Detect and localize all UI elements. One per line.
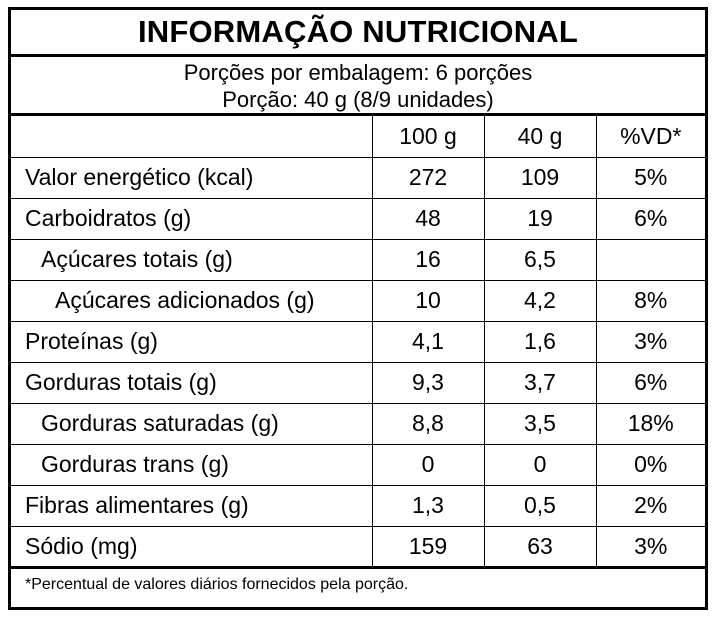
value-per-portion: 109 — [484, 157, 597, 199]
value-per-100g: 1,3 — [372, 485, 485, 527]
value-per-100g: 8,8 — [372, 403, 485, 445]
nutrition-title: INFORMAÇÃO NUTRICIONAL — [11, 10, 705, 57]
value-per-portion: 1,6 — [484, 321, 597, 363]
value-per-portion: 3,5 — [484, 403, 597, 445]
header-nutrient — [11, 116, 373, 158]
footnote: *Percentual de valores diários fornecido… — [25, 575, 409, 593]
value-per-portion: 19 — [484, 198, 597, 240]
table-row: Açúcares totais (g) 16 6,5 — [11, 239, 705, 281]
value-daily-percent — [596, 239, 705, 281]
value-per-portion: 63 — [484, 526, 597, 569]
value-per-portion: 6,5 — [484, 239, 597, 281]
header-row: 100 g 40 g %VD* — [11, 116, 705, 158]
table-row: Gorduras saturadas (g) 8,8 3,5 18% — [11, 403, 705, 445]
nutrition-table: 100 g 40 g %VD* Valor energético (kcal) … — [11, 116, 705, 569]
table-row: Carboidratos (g) 48 19 6% — [11, 198, 705, 240]
nutrient-label: Carboidratos (g) — [11, 198, 373, 240]
value-daily-percent: 3% — [596, 321, 705, 363]
nutrient-label: Sódio (mg) — [11, 526, 373, 569]
table-row: Fibras alimentares (g) 1,3 0,5 2% — [11, 485, 705, 527]
value-per-100g: 4,1 — [372, 321, 485, 363]
nutrient-label: Gorduras saturadas (g) — [11, 403, 373, 445]
nutrient-label: Gorduras totais (g) — [11, 362, 373, 404]
value-daily-percent: 2% — [596, 485, 705, 527]
value-per-portion: 0,5 — [484, 485, 597, 527]
portion-size: Porção: 40 g (8/9 unidades) — [222, 87, 494, 112]
value-daily-percent: 8% — [596, 280, 705, 322]
value-per-portion: 4,2 — [484, 280, 597, 322]
value-daily-percent: 18% — [596, 403, 705, 445]
nutrient-label: Gorduras trans (g) — [11, 444, 373, 486]
value-per-100g: 10 — [372, 280, 485, 322]
nutrient-label: Açúcares totais (g) — [11, 239, 373, 281]
serving-info: Porções por embalagem: 6 porções Porção:… — [11, 57, 705, 116]
table-row: Açúcares adicionados (g) 10 4,2 8% — [11, 280, 705, 322]
value-per-100g: 9,3 — [372, 362, 485, 404]
value-per-portion: 0 — [484, 444, 597, 486]
value-daily-percent: 0% — [596, 444, 705, 486]
value-per-100g: 48 — [372, 198, 485, 240]
value-per-100g: 159 — [372, 526, 485, 569]
nutrient-label: Valor energético (kcal) — [11, 157, 373, 199]
header-per-portion: 40 g — [484, 116, 597, 158]
table-row: Valor energético (kcal) 272 109 5% — [11, 157, 705, 199]
value-daily-percent: 6% — [596, 198, 705, 240]
value-per-100g: 272 — [372, 157, 485, 199]
value-daily-percent: 3% — [596, 526, 705, 569]
value-per-portion: 3,7 — [484, 362, 597, 404]
nutrient-label: Proteínas (g) — [11, 321, 373, 363]
header-daily-value: %VD* — [596, 116, 705, 158]
table-row: Proteínas (g) 4,1 1,6 3% — [11, 321, 705, 363]
table-row: Gorduras totais (g) 9,3 3,7 6% — [11, 362, 705, 404]
nutrient-label: Açúcares adicionados (g) — [11, 280, 373, 322]
value-per-100g: 0 — [372, 444, 485, 486]
nutrient-label: Fibras alimentares (g) — [11, 485, 373, 527]
table-row: Gorduras trans (g) 0 0 0% — [11, 444, 705, 486]
servings-per-package: Porções por embalagem: 6 porções — [183, 60, 533, 85]
value-per-100g: 16 — [372, 239, 485, 281]
nutrition-facts-panel: INFORMAÇÃO NUTRICIONAL Porções por embal… — [8, 7, 708, 610]
value-daily-percent: 5% — [596, 157, 705, 199]
header-per-100g: 100 g — [372, 116, 485, 158]
value-daily-percent: 6% — [596, 362, 705, 404]
table-row: Sódio (mg) 159 63 3% — [11, 526, 705, 569]
